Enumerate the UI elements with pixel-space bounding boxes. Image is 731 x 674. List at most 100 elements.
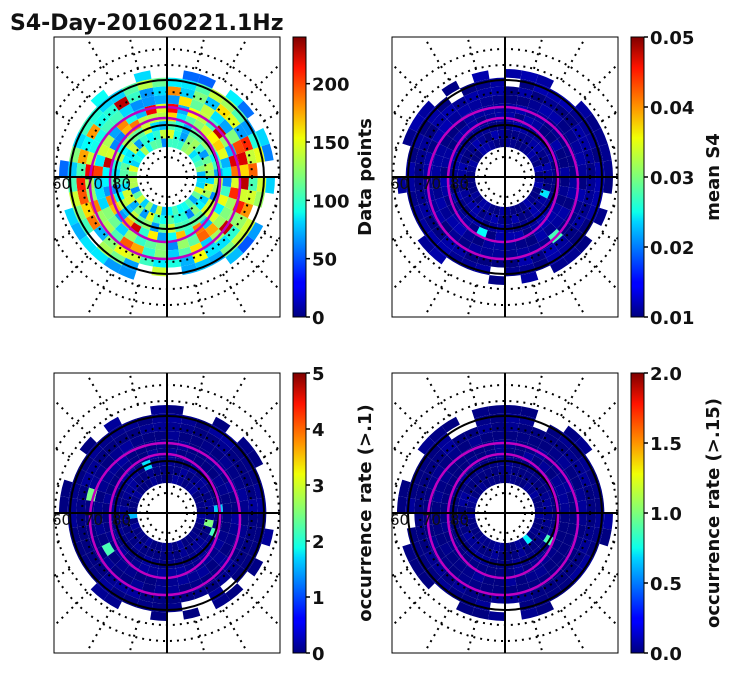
heat-cell	[64, 207, 79, 227]
heat-cell	[447, 110, 462, 126]
heat-cell	[518, 201, 528, 212]
heat-cell	[554, 147, 567, 160]
heat-cell	[539, 491, 551, 502]
heat-cell	[487, 476, 496, 487]
heat-cell	[471, 204, 483, 216]
heat-cell	[96, 577, 114, 594]
heat-cell	[527, 474, 539, 486]
heat-cell	[408, 558, 425, 577]
heat-cell	[459, 460, 473, 474]
heat-cell	[562, 225, 579, 242]
heat-cell	[147, 230, 159, 241]
colorbar-tick-label: 150	[312, 133, 350, 154]
heat-cell	[212, 416, 231, 433]
heat-cell	[128, 199, 140, 211]
heat-cell	[494, 568, 505, 578]
heat-cell	[452, 131, 466, 145]
heat-cell	[585, 113, 602, 132]
heat-cell	[204, 243, 221, 258]
heat-cell	[154, 249, 167, 259]
heat-cell	[244, 484, 257, 501]
heat-cell	[563, 425, 582, 443]
heat-cell	[205, 558, 219, 573]
heat-cell	[155, 541, 163, 552]
heat-cell	[141, 582, 156, 594]
heat-cell	[96, 241, 114, 258]
heat-cell	[195, 517, 206, 525]
heat-cell	[107, 551, 122, 565]
heat-cell	[121, 460, 135, 474]
heat-cell	[121, 552, 135, 566]
heat-cell	[188, 194, 199, 205]
heat-cell	[100, 119, 116, 134]
heat-cell	[125, 90, 142, 104]
heat-cell	[133, 204, 145, 216]
heat-cell	[451, 579, 468, 594]
heat-cell	[220, 241, 238, 258]
heat-cell	[532, 479, 544, 491]
heat-cell	[152, 422, 167, 433]
colorbar-tick-label: 0.0	[650, 644, 682, 665]
heat-cell	[239, 500, 249, 513]
heat-cell	[463, 90, 480, 104]
heat-cell	[138, 87, 155, 100]
latitude-label: 70	[84, 511, 103, 529]
heat-cell	[440, 103, 457, 120]
heat-cell	[167, 576, 179, 587]
meridian-tick	[222, 37, 248, 81]
heat-cell	[239, 177, 249, 190]
heat-cell	[93, 128, 108, 144]
heat-cell	[505, 240, 517, 251]
heat-cell	[485, 566, 497, 577]
heat-cell	[527, 578, 543, 591]
heat-cell	[571, 459, 586, 476]
heat-cell	[517, 87, 534, 100]
heat-cell	[488, 405, 505, 415]
heat-cell	[139, 534, 150, 545]
heat-cell	[574, 487, 586, 502]
heat-cell	[178, 211, 189, 223]
heat-cell	[247, 513, 258, 528]
meridian-tick	[54, 110, 71, 122]
heat-cell	[89, 139, 102, 155]
heat-cell	[167, 405, 184, 415]
heat-cell	[509, 474, 517, 485]
heat-cell	[458, 519, 469, 528]
heat-cell	[435, 143, 448, 158]
heat-cell	[575, 100, 593, 119]
colorbar-tick-label: 1.5	[650, 434, 682, 455]
meridian-tick	[86, 37, 112, 81]
heat-cell	[603, 160, 613, 177]
heat-cell	[456, 572, 472, 587]
heat-cell	[171, 138, 179, 149]
heat-cell	[113, 243, 130, 258]
heat-cell	[232, 475, 245, 491]
heat-cell	[139, 134, 150, 146]
heat-cell	[225, 89, 244, 107]
colorbar-tick-label: 2	[312, 532, 325, 553]
magnetic-contour-inner	[108, 452, 222, 580]
meridian-tick	[533, 37, 544, 70]
axes-frame	[391, 372, 619, 654]
heat-cell	[144, 478, 154, 489]
heat-cell	[141, 246, 156, 258]
colorbar-label: mean S4	[703, 133, 724, 221]
meridian-tick	[222, 373, 248, 417]
heat-cell	[192, 426, 209, 440]
heat-cell	[530, 250, 547, 264]
heat-cell	[483, 467, 494, 479]
meridian-tick	[195, 37, 206, 70]
heat-cell	[479, 96, 494, 108]
heat-cell	[441, 416, 460, 433]
heat-cell	[149, 476, 158, 487]
heat-cell	[117, 265, 137, 280]
colorbar-label: occurrence rate (>.15)	[703, 398, 724, 628]
heat-cell	[179, 87, 196, 100]
heat-cell	[180, 201, 190, 212]
heat-cell	[542, 243, 559, 258]
heat-cell	[130, 522, 141, 531]
heat-cell	[224, 196, 237, 211]
heat-cell	[128, 501, 139, 509]
heat-cell	[97, 196, 110, 211]
